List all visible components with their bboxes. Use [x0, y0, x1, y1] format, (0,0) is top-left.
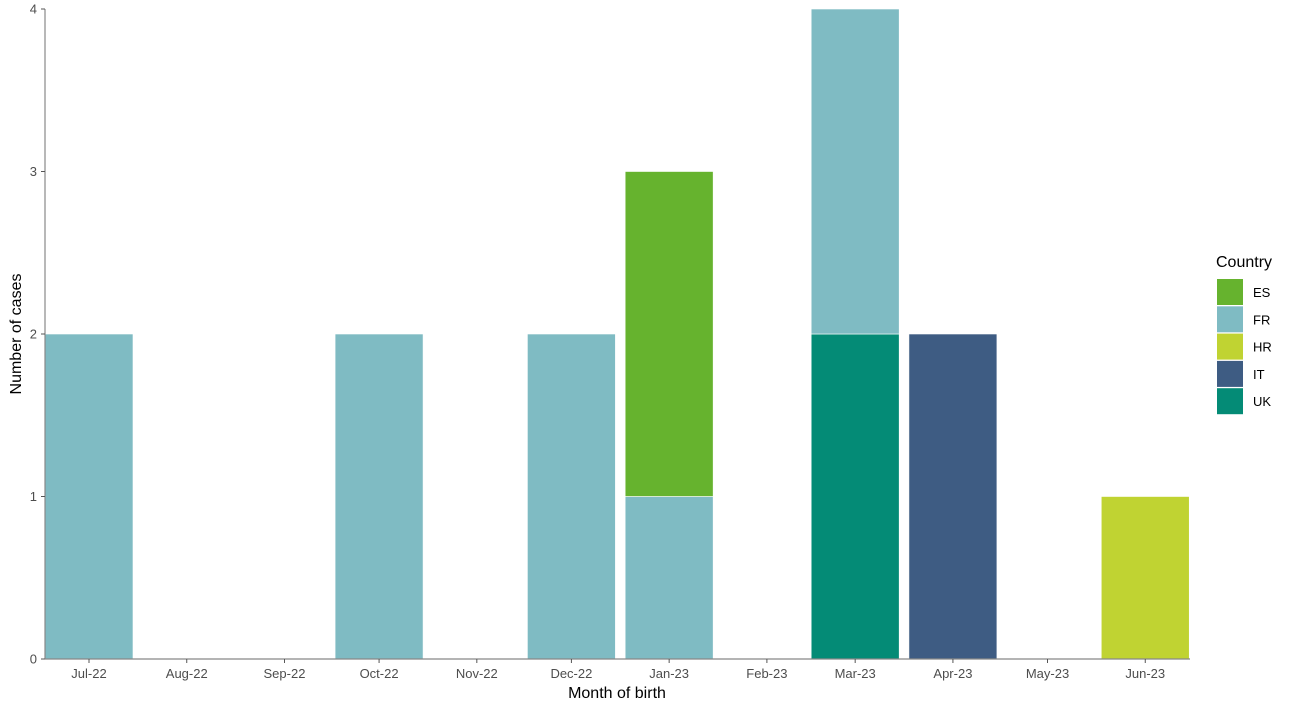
- legend: Country ES FR HR IT UK: [1216, 254, 1272, 415]
- x-tick-label: Sep-22: [264, 666, 306, 681]
- legend-label: FR: [1253, 312, 1270, 327]
- y-tick-label: 4: [30, 2, 37, 17]
- legend-key-HR: [1217, 333, 1243, 360]
- bar-Jan-23-FR: [624, 496, 714, 660]
- x-axis-title: Month of birth: [568, 685, 666, 702]
- y-tick-label: 3: [30, 164, 37, 179]
- bar-Mar-23-UK: [810, 333, 900, 660]
- bar-Dec-22-FR: [527, 333, 616, 660]
- x-tick-label: Jun-23: [1125, 666, 1165, 681]
- x-tick-label: Mar-23: [835, 666, 876, 681]
- bar-Jun-23-HR: [1100, 496, 1190, 660]
- legend-label: HR: [1253, 340, 1272, 355]
- x-tick-label: Aug-22: [166, 666, 208, 681]
- legend-label: ES: [1253, 285, 1271, 300]
- x-tick-label: Oct-22: [360, 666, 399, 681]
- y-tick-label: 2: [30, 327, 37, 342]
- x-tick-label: Dec-22: [550, 666, 592, 681]
- y-tick-label: 0: [30, 652, 37, 667]
- bar-Apr-23-IT: [908, 333, 998, 660]
- bar-Oct-22-FR: [334, 333, 424, 660]
- legend-key-UK: [1217, 388, 1243, 415]
- x-tick-label: Apr-23: [933, 666, 972, 681]
- legend-label: UK: [1253, 394, 1271, 409]
- bar-Jul-22-FR: [44, 333, 134, 660]
- axes: Jul-22 Aug-22 Sep-22 Oct-22 Nov-22 Dec-22 Jan-…: [30, 2, 1190, 681]
- legend-key-ES: [1217, 279, 1243, 305]
- x-tick-label: Nov-22: [456, 666, 498, 681]
- legend-key-FR: [1217, 306, 1243, 333]
- bars: [44, 8, 1190, 660]
- y-axis-title: Number of cases: [8, 274, 25, 395]
- legend-key-IT: [1217, 360, 1243, 387]
- legend-label: IT: [1253, 367, 1265, 382]
- x-tick-label: May-23: [1026, 666, 1069, 681]
- x-tick-label: Jul-22: [71, 666, 106, 681]
- bar-Mar-23-FR: [810, 8, 900, 335]
- bar-Jan-23-ES: [624, 171, 714, 497]
- y-tick-label: 1: [30, 489, 37, 504]
- x-tick-label: Jan-23: [649, 666, 689, 681]
- x-tick-label: Feb-23: [746, 666, 787, 681]
- legend-title: Country: [1216, 254, 1272, 271]
